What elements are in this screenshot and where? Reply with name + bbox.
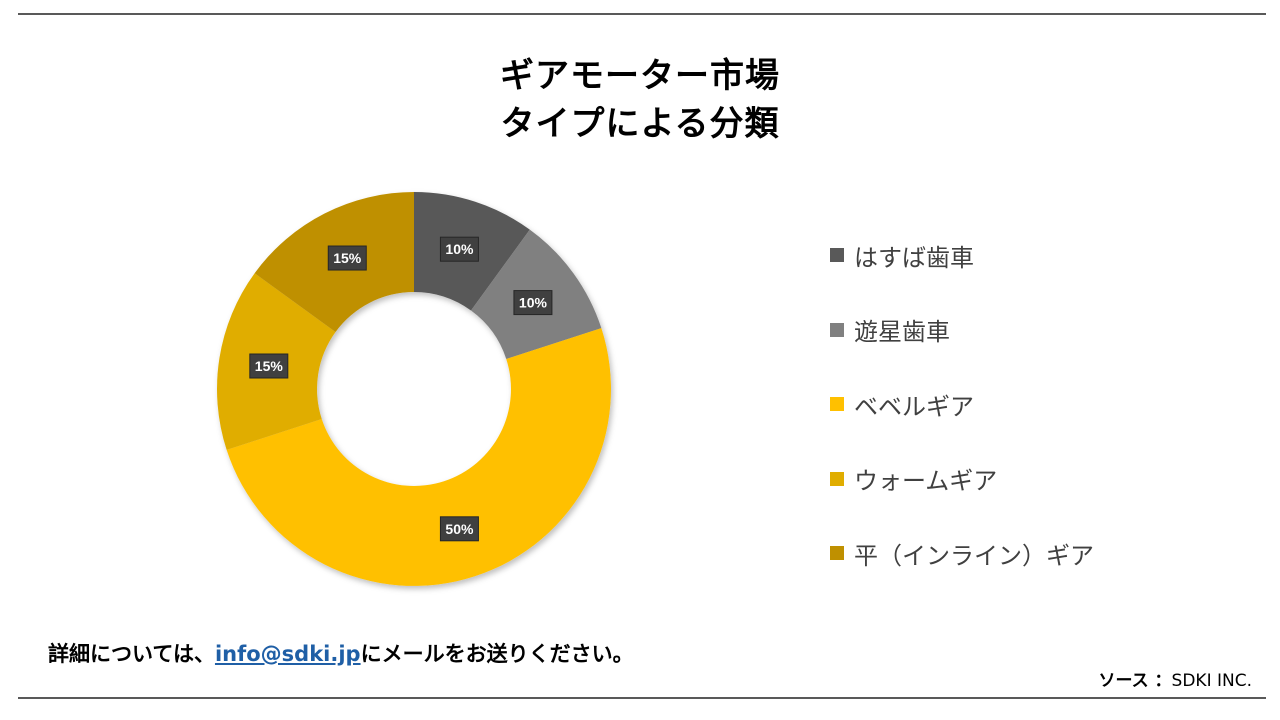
data-label-box <box>439 516 479 542</box>
data-label-text: 15% <box>333 250 362 266</box>
legend-label: ウォームギア <box>854 467 998 496</box>
data-label-1: 10% <box>439 236 479 262</box>
data-label-box <box>439 236 479 262</box>
legend-label: はすば歯車 <box>854 243 974 272</box>
legend-item-4: ウォームギア <box>830 442 1094 517</box>
contact-note: 詳細については、info@sdki.jpにメールをお送りください。 <box>48 638 634 668</box>
legend-label: 平（インライン）ギア <box>854 541 1094 570</box>
bottom-rule <box>18 697 1266 699</box>
source-value: SDKI INC. <box>1171 671 1252 691</box>
chart-title-line1: ギアモーター市場 <box>500 56 780 96</box>
legend-swatch <box>830 397 844 412</box>
data-label-box <box>513 290 553 316</box>
data-label-box <box>249 353 289 379</box>
legend-item-3: ベベルギア <box>830 367 1094 442</box>
email-link[interactable]: info@sdki.jp <box>214 642 361 666</box>
donut-slice-3 <box>226 328 611 586</box>
legend-swatch <box>830 546 844 561</box>
source-credit: ソース ：SDKI INC. <box>1098 666 1252 691</box>
data-label-3: 50% <box>439 516 479 542</box>
data-label-2: 10% <box>513 290 553 316</box>
legend-item-2: 遊星歯車 <box>830 293 1094 368</box>
contact-prefix: 詳細については、 <box>48 642 215 666</box>
data-label-text: 50% <box>445 521 474 537</box>
top-rule <box>18 13 1266 15</box>
legend-swatch <box>830 471 844 486</box>
legend-label: ベベルギア <box>854 392 974 421</box>
legend-swatch <box>830 248 844 263</box>
legend-swatch <box>830 322 844 337</box>
legend-item-1: はすば歯車 <box>830 218 1094 293</box>
data-label-5: 15% <box>327 245 367 271</box>
chart-legend: はすば歯車遊星歯車ベベルギアウォームギア平（インライン）ギア <box>830 218 1094 591</box>
chart-title-line2: タイプによる分類 <box>500 104 780 144</box>
data-label-box <box>327 245 367 271</box>
chart-title: ギアモーター市場 タイプによる分類 <box>0 52 1280 148</box>
contact-suffix: にメールをお送りください。 <box>360 642 634 666</box>
source-label: ソース ： <box>1098 671 1172 691</box>
legend-label: 遊星歯車 <box>854 318 950 347</box>
data-label-4: 15% <box>249 353 289 379</box>
data-label-text: 10% <box>445 241 474 257</box>
data-label-text: 15% <box>255 358 284 374</box>
data-label-text: 10% <box>519 295 548 311</box>
legend-item-5: 平（インライン）ギア <box>830 516 1094 591</box>
